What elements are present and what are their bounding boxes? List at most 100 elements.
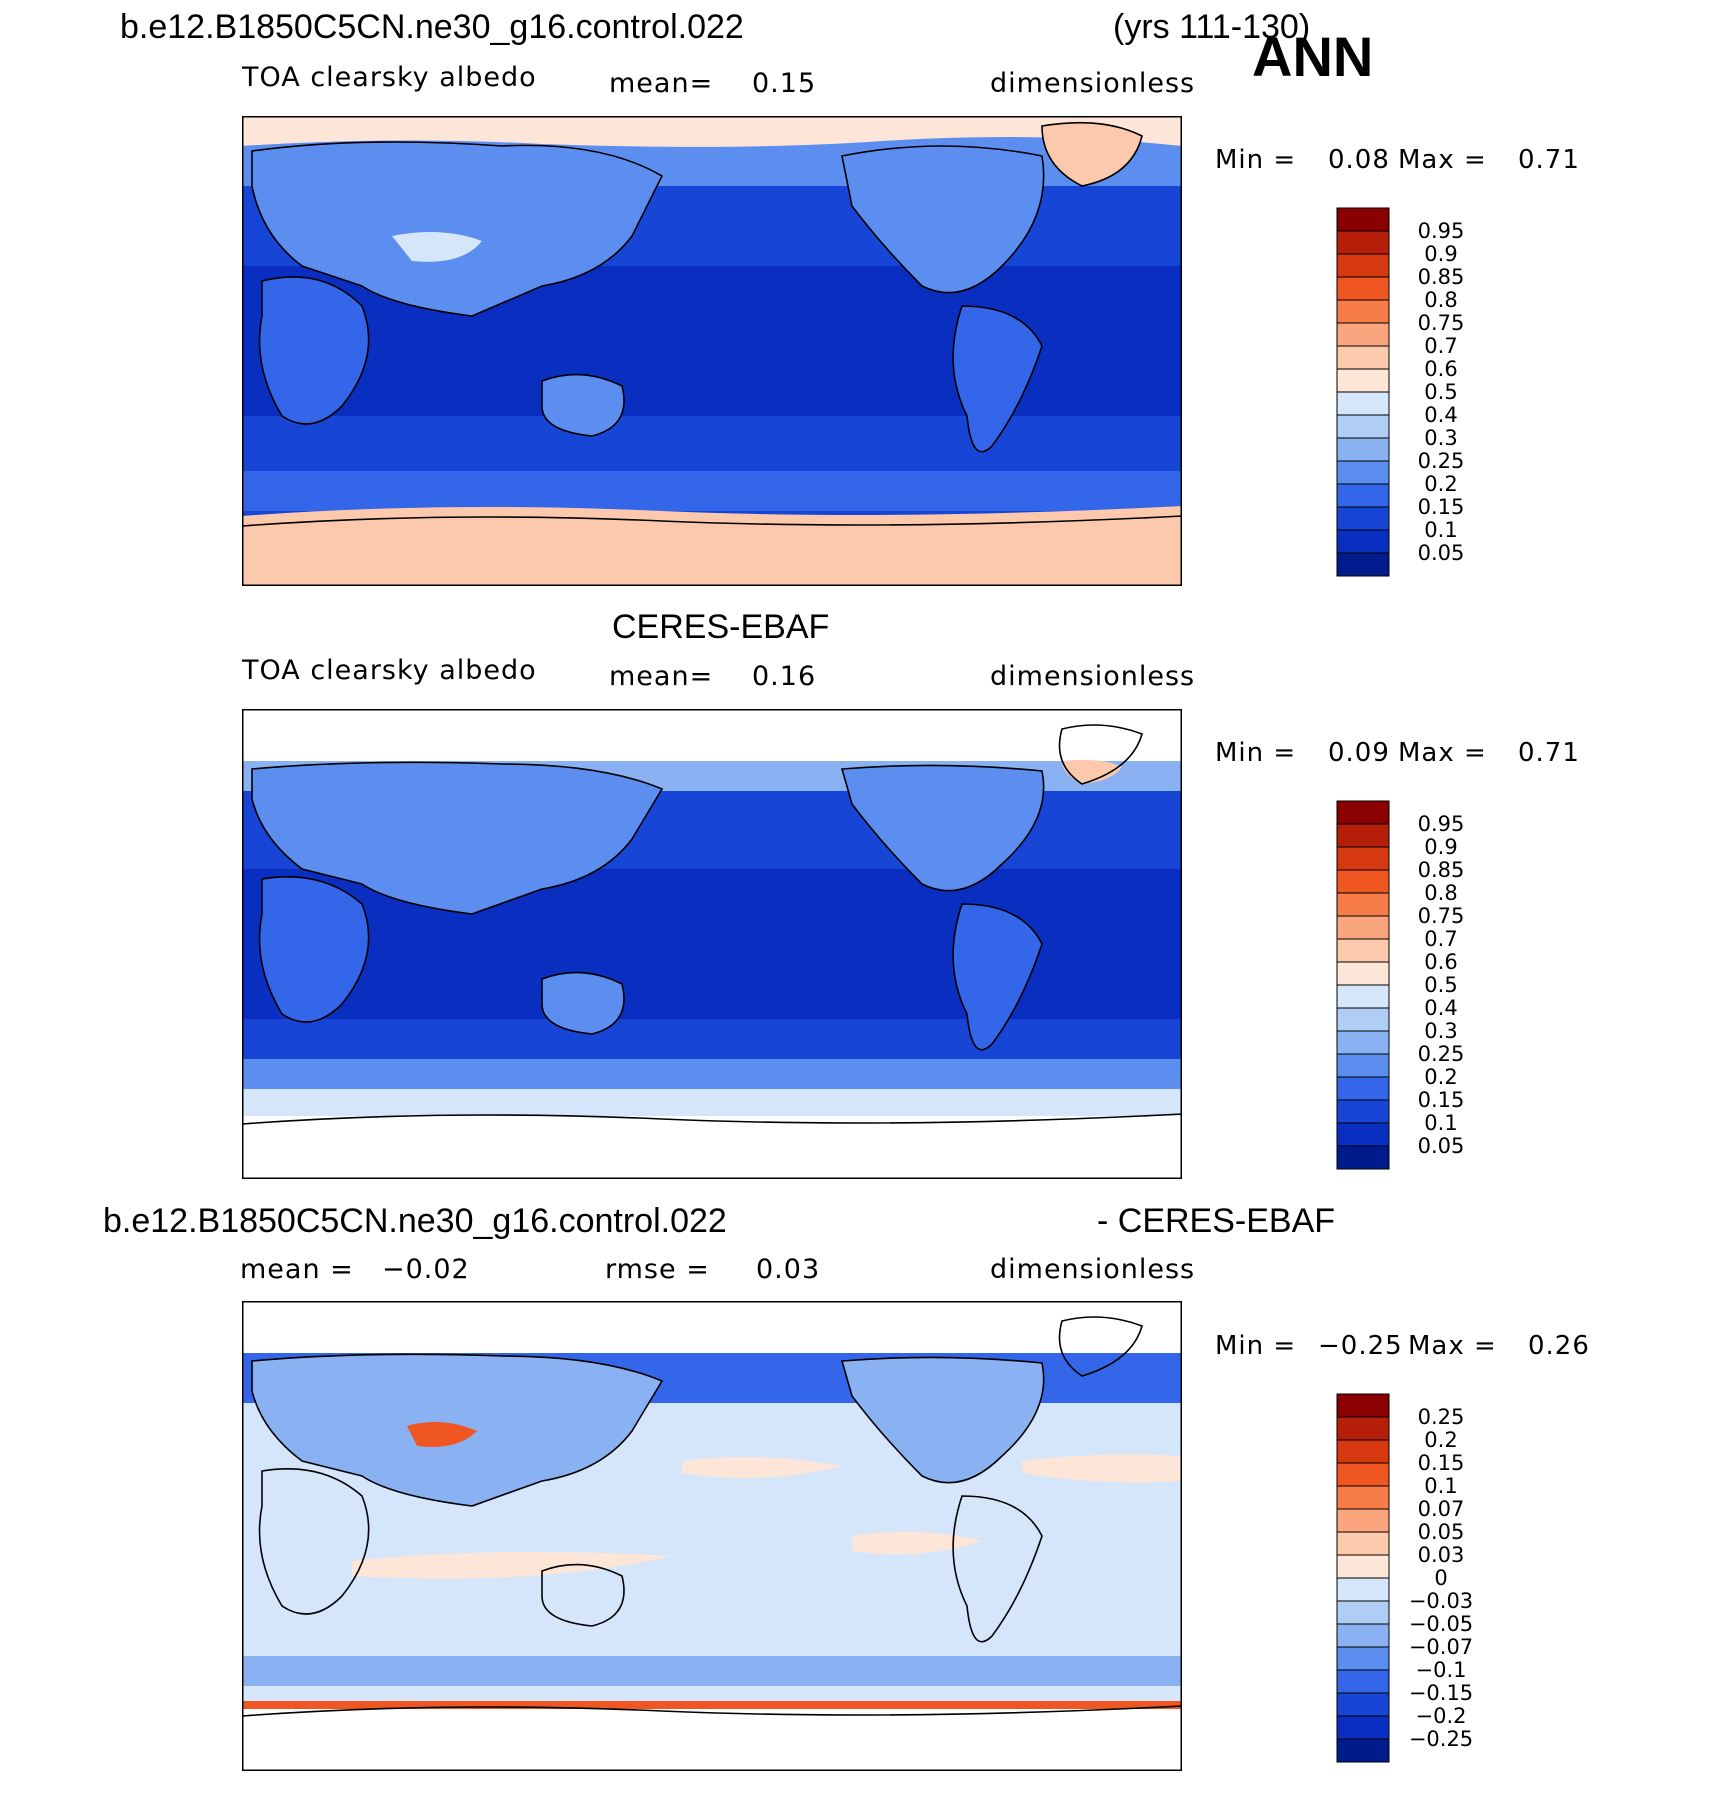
colorbar-tick-label: 0.8 bbox=[1424, 288, 1457, 312]
panel3-max-value: 0.26 bbox=[1528, 1331, 1590, 1361]
colorbar-tick-label: 0.75 bbox=[1418, 904, 1465, 928]
map-tibet-positive bbox=[407, 1422, 477, 1447]
map-north-america bbox=[842, 765, 1044, 891]
colorbar-swatch bbox=[1336, 1738, 1390, 1763]
panel1-max-label: Max = bbox=[1398, 145, 1487, 175]
panel3-map bbox=[242, 1301, 1182, 1771]
map-north-america bbox=[842, 1357, 1044, 1483]
colorbar-tick-label: 0.25 bbox=[1418, 449, 1465, 473]
panel2-mean-value: 0.16 bbox=[752, 661, 817, 692]
map-subtropic-positive-east bbox=[1022, 1454, 1182, 1483]
map-south-america bbox=[953, 904, 1042, 1050]
map-tibet bbox=[392, 232, 482, 262]
map-south-america bbox=[953, 306, 1042, 452]
colorbar-tick-label: −0.03 bbox=[1409, 1589, 1473, 1613]
colorbar-swatch bbox=[1336, 460, 1390, 485]
panel1-variable: TOA clearsky albedo bbox=[242, 62, 537, 93]
panel3-max-label: Max = bbox=[1408, 1331, 1497, 1361]
panel3-units: dimensionless bbox=[990, 1254, 1196, 1285]
colorbar-swatch bbox=[1336, 1692, 1390, 1717]
colorbar-swatch bbox=[1336, 1715, 1390, 1740]
map-eurasia bbox=[252, 762, 662, 914]
colorbar-swatch bbox=[1336, 1030, 1390, 1055]
colorbar-swatch bbox=[1336, 800, 1390, 825]
colorbar-tick-label: 0.4 bbox=[1424, 996, 1457, 1020]
season-label: ANN bbox=[1252, 25, 1374, 88]
colorbar-swatch bbox=[1336, 1393, 1390, 1418]
map-africa bbox=[259, 876, 369, 1022]
colorbar-tick-label: 0.3 bbox=[1424, 1019, 1457, 1043]
colorbar-swatch bbox=[1336, 414, 1390, 439]
panel2-variable: TOA clearsky albedo bbox=[242, 655, 537, 686]
colorbar-tick-label: 0.1 bbox=[1424, 518, 1457, 542]
colorbar-tick-label: 0.8 bbox=[1424, 881, 1457, 905]
colorbar-tick-label: −0.07 bbox=[1409, 1635, 1473, 1659]
colorbar-swatch bbox=[1336, 938, 1390, 963]
map-subtropic-positive-southeast bbox=[852, 1532, 982, 1555]
colorbar-swatch bbox=[1336, 322, 1390, 347]
map-arctic-ice bbox=[242, 116, 1182, 147]
colorbar-swatch bbox=[1336, 552, 1390, 577]
panel3-min-label: Min = bbox=[1215, 1331, 1297, 1361]
panel2-mean-label: mean= bbox=[609, 661, 714, 692]
colorbar-swatch bbox=[1336, 230, 1390, 255]
panel1-colorbar: 0.950.90.850.80.750.70.60.50.40.30.250.2… bbox=[1336, 207, 1465, 577]
colorbar-swatch bbox=[1336, 1485, 1390, 1510]
colorbar-swatch bbox=[1336, 391, 1390, 416]
colorbar-tick-label: 0.2 bbox=[1424, 472, 1457, 496]
colorbar-swatch bbox=[1336, 1646, 1390, 1671]
panel2-map bbox=[242, 709, 1182, 1179]
panel3-mean-label: mean = bbox=[240, 1254, 354, 1285]
panel1-units: dimensionless bbox=[990, 68, 1196, 99]
map-australia bbox=[542, 972, 624, 1034]
panel1-mean-label: mean= bbox=[609, 68, 714, 99]
panel2-units: dimensionless bbox=[990, 661, 1196, 692]
colorbar-swatch bbox=[1336, 892, 1390, 917]
map-antarctic-positive-edge bbox=[242, 1701, 1182, 1709]
panel1-mean-value: 0.15 bbox=[752, 68, 817, 99]
map-greenland bbox=[1062, 759, 1122, 784]
colorbar-tick-label: 0.15 bbox=[1418, 1451, 1465, 1475]
panel3-rmse-label: rmse = bbox=[605, 1254, 710, 1285]
map-australia bbox=[542, 374, 624, 436]
colorbar-tick-label: 0 bbox=[1434, 1566, 1447, 1590]
colorbar-swatch bbox=[1336, 823, 1390, 848]
colorbar-tick-label: 0.03 bbox=[1418, 1543, 1465, 1567]
colorbar-swatch bbox=[1336, 1462, 1390, 1487]
colorbar-swatch bbox=[1336, 1145, 1390, 1170]
map-coastlines bbox=[242, 724, 1182, 1125]
panel3-colorbar: 0.250.20.150.10.070.050.030−0.03−0.05−0.… bbox=[1336, 1393, 1473, 1763]
panel1-min-value: 0.08 bbox=[1328, 145, 1390, 175]
panel2-colorbar: 0.950.90.850.80.750.70.60.50.40.30.250.2… bbox=[1336, 800, 1465, 1170]
panel3-title-left: b.e12.B1850C5CN.ne30_g16.control.022 bbox=[103, 1202, 727, 1240]
colorbar-tick-label: −0.15 bbox=[1409, 1681, 1473, 1705]
colorbar-swatch bbox=[1336, 1007, 1390, 1032]
map-africa bbox=[259, 276, 369, 424]
colorbar-tick-label: 0.85 bbox=[1418, 265, 1465, 289]
colorbar-tick-label: 0.4 bbox=[1424, 403, 1457, 427]
colorbar-tick-label: 0.7 bbox=[1424, 927, 1457, 951]
colorbar-swatch bbox=[1336, 1416, 1390, 1441]
panel3-title-right: - CERES-EBAF bbox=[1097, 1202, 1336, 1240]
colorbar-swatch bbox=[1336, 869, 1390, 894]
colorbar-tick-label: 0.05 bbox=[1418, 1520, 1465, 1544]
colorbar-swatch bbox=[1336, 1053, 1390, 1078]
panel2-max-label: Max = bbox=[1398, 738, 1487, 768]
panel1-min-label: Min = bbox=[1215, 145, 1297, 175]
colorbar-tick-label: 0.85 bbox=[1418, 858, 1465, 882]
colorbar-tick-label: 0.25 bbox=[1418, 1405, 1465, 1429]
colorbar-tick-label: 0.1 bbox=[1424, 1111, 1457, 1135]
colorbar-swatch bbox=[1336, 299, 1390, 324]
colorbar-swatch bbox=[1336, 1122, 1390, 1147]
years-label: (yrs 111-130) bbox=[1113, 8, 1311, 46]
map-greenland bbox=[1042, 122, 1142, 186]
panel3-min-value: −0.25 bbox=[1318, 1331, 1403, 1361]
colorbar-swatch bbox=[1336, 915, 1390, 940]
colorbar-swatch bbox=[1336, 368, 1390, 393]
map-southern-ocean-band bbox=[242, 471, 1182, 511]
panel1-max-value: 0.71 bbox=[1518, 145, 1580, 175]
map-subtropic-positive-south bbox=[352, 1552, 672, 1579]
colorbar-swatch bbox=[1336, 1600, 1390, 1625]
map-north-america bbox=[842, 146, 1044, 293]
map-antarctic-ice bbox=[242, 506, 1182, 586]
